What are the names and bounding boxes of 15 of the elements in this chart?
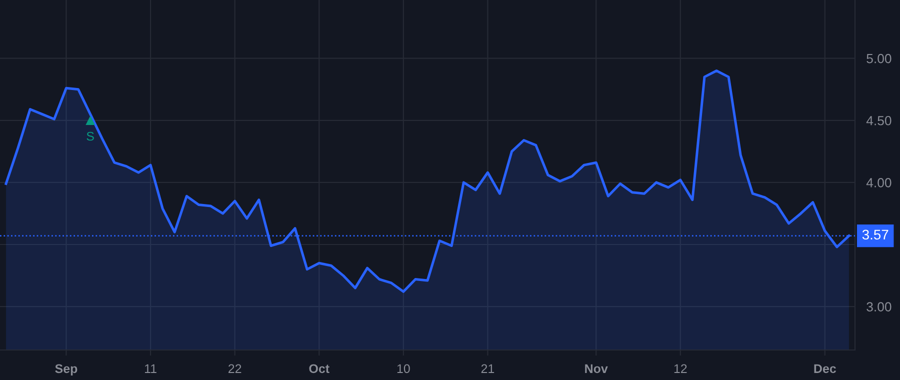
x-tick-label: Sep bbox=[55, 364, 78, 376]
x-tick-label: 10 bbox=[397, 364, 410, 374]
y-tick-label: 4.00 bbox=[866, 178, 892, 188]
y-tick-label: 5.00 bbox=[866, 54, 892, 64]
y-tick-label: 4.50 bbox=[866, 116, 892, 126]
x-tick-label: Nov bbox=[585, 364, 608, 374]
x-tick-label: Dec bbox=[814, 364, 836, 374]
x-tick-label: 11 bbox=[144, 364, 156, 373]
x-tick-label: 22 bbox=[228, 364, 242, 373]
y-tick-label: 3.00 bbox=[866, 302, 892, 312]
x-tick-label: 21 bbox=[481, 364, 494, 373]
x-tick-label: Oct bbox=[309, 364, 330, 374]
x-tick-label: 12 bbox=[674, 364, 687, 373]
data-label: S bbox=[86, 132, 94, 141]
ref-line-label: 3.57 bbox=[862, 230, 888, 240]
